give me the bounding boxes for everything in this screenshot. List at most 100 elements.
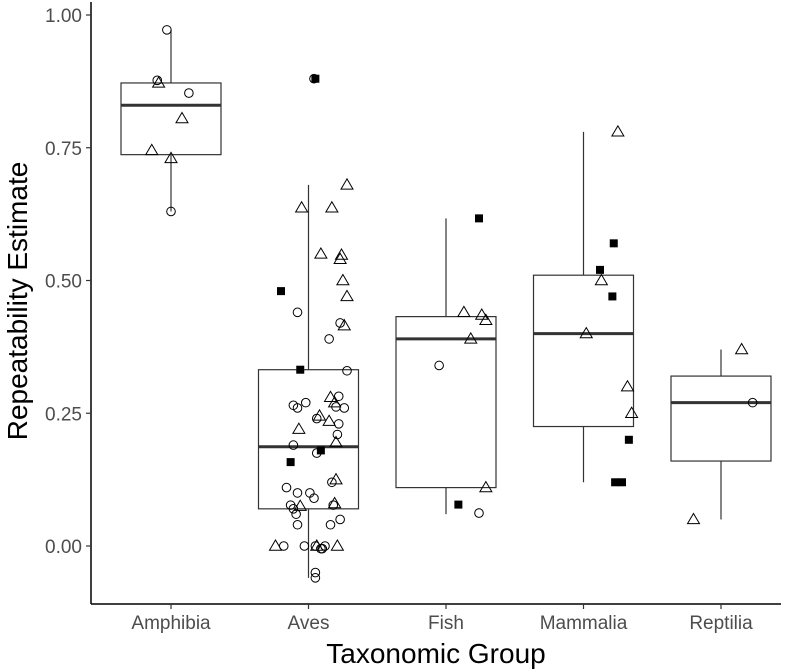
point-triangle [327, 395, 342, 408]
point-triangle [594, 273, 609, 286]
y-tick-label: 0.50 [45, 272, 82, 293]
point-triangle [734, 342, 749, 355]
point-triangle [620, 379, 635, 392]
point-triangle [579, 326, 594, 339]
point-triangle [325, 200, 339, 213]
point-triangle [151, 75, 166, 88]
box-amphibia [120, 29, 222, 212]
point-circle [310, 567, 321, 578]
point-triangle [293, 499, 308, 511]
point-circle [317, 543, 328, 554]
point-circle [434, 360, 444, 371]
point-circle [342, 365, 352, 376]
x-tick-label: Mammalia [540, 613, 628, 634]
point-circle [332, 429, 343, 440]
point-circle [288, 504, 299, 514]
point-square [596, 265, 604, 274]
point-triangle [322, 414, 336, 426]
box-aves [257, 184, 360, 578]
point-triangle [314, 246, 328, 259]
point-square [611, 478, 620, 487]
x-tick-label: Reptilia [689, 613, 753, 634]
point-circle [311, 413, 322, 424]
point-square [475, 214, 483, 223]
point-circle [335, 514, 345, 525]
point-circle [291, 509, 301, 519]
point-circle [292, 307, 303, 318]
point-triangle [294, 200, 309, 213]
point-circle [278, 541, 289, 551]
point-circle [309, 493, 319, 504]
point-triangle [336, 273, 350, 286]
point-triangle [268, 539, 283, 551]
data-points [144, 25, 758, 583]
point-triangle [479, 313, 493, 326]
point-triangle [312, 408, 327, 421]
x-tick-label: Fish [428, 613, 464, 634]
point-circle [184, 88, 194, 98]
y-tick-label: 0.75 [45, 139, 82, 160]
point-circle [292, 488, 303, 498]
point-circle [339, 403, 350, 413]
point-circle [162, 25, 172, 35]
point-square [618, 478, 626, 487]
point-square [608, 292, 617, 301]
point-square [454, 500, 463, 509]
point-circle [166, 206, 176, 217]
point-triangle [164, 151, 178, 164]
box-fish [395, 218, 497, 515]
point-circle [292, 403, 303, 413]
point-circle [320, 541, 330, 551]
point-triangle [340, 289, 354, 302]
point-circle [300, 397, 311, 408]
interquartile-box [670, 375, 772, 462]
point-triangle [479, 480, 493, 493]
point-triangle [329, 435, 343, 448]
boxplots [120, 29, 772, 578]
x-tick-label: Aves [288, 613, 330, 634]
point-circle [474, 508, 484, 518]
point-square [296, 365, 305, 374]
x-axis-title: Taxonomic Group [326, 638, 545, 669]
point-triangle [337, 318, 352, 331]
point-circle [311, 448, 322, 458]
interquartile-box [532, 274, 635, 428]
point-circle [325, 519, 336, 530]
x-axis-ticks: Amphibia Aves Fish Mammalia Reptilia [131, 604, 753, 634]
point-triangle [175, 111, 189, 124]
point-circle [310, 573, 321, 583]
point-triangle [327, 496, 342, 509]
y-axis-ticks: 0.00 0.25 0.50 0.75 1.00 [45, 6, 91, 558]
point-circle [324, 334, 334, 344]
y-tick-label: 1.00 [45, 6, 82, 27]
point-triangle [686, 512, 701, 525]
point-circle [288, 440, 299, 450]
point-square [286, 458, 295, 467]
point-triangle [624, 406, 639, 418]
point-triangle [323, 390, 338, 403]
point-square [311, 74, 320, 83]
point-triangle [340, 177, 354, 190]
point-circle [333, 419, 344, 429]
point-circle [299, 541, 310, 551]
y-axis-title: Repeatability Estimate [2, 162, 33, 441]
point-square [277, 287, 285, 296]
interquartile-box [257, 369, 360, 510]
point-circle [327, 477, 337, 488]
point-triangle [611, 124, 625, 137]
point-triangle [463, 331, 478, 344]
y-tick-label: 0.25 [45, 404, 82, 425]
point-circle [292, 519, 303, 530]
point-circle [747, 397, 758, 408]
point-square [624, 435, 633, 444]
box-reptilia [670, 349, 772, 520]
point-triangle [333, 252, 347, 264]
axes [90, 2, 781, 605]
point-circle [328, 500, 339, 510]
point-circle [281, 482, 292, 493]
point-square [316, 446, 325, 455]
interquartile-box [395, 316, 497, 489]
point-triangle [334, 248, 349, 260]
y-tick-label: 0.00 [45, 537, 82, 558]
point-square [609, 239, 618, 248]
